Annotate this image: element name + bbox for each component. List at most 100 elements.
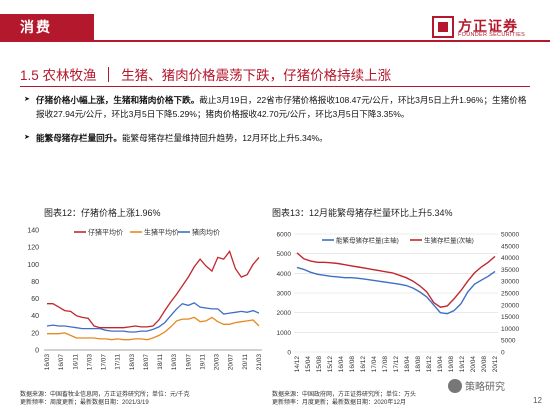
y-tick-label: 40 — [31, 313, 39, 320]
section-name: 农林牧渔 — [42, 68, 97, 83]
x-tick-label: 18/12 — [426, 356, 433, 373]
y-left-tick-label: 5000 — [277, 251, 292, 258]
y-tick-label: 120 — [27, 245, 39, 252]
x-tick-label: 19/03 — [171, 354, 178, 371]
legend-label: 能繁母猪存栏量(主轴) — [336, 236, 399, 245]
series-line-1 — [47, 250, 260, 329]
top-header: 消费 方正证券 FOUNDER SECURITIES — [0, 0, 550, 42]
chart-right: 0 1000 2000 3000 4000 5000 6000 0 5000 10000 15000… — [277, 232, 520, 373]
update-line: 更新频率：月度更新；最新数据日期：2020年12月 — [272, 400, 407, 406]
y-right-tick-label: 40000 — [501, 255, 519, 262]
legend-label: 猪肉均价 — [192, 228, 220, 237]
x-tick-label: 19/12 — [459, 356, 466, 373]
y-left-tick-label: 3000 — [277, 291, 292, 298]
x-tick-label: 17/11 — [115, 354, 122, 370]
bullet-item: ➤ 能繁母猪存栏量回升。能繁母猪存栏量维持回升趋势，12月环比上升5.34%。 — [20, 131, 530, 145]
y-tick-label: 140 — [27, 228, 39, 235]
y-left-tick-label: 4000 — [277, 271, 292, 278]
bullet-bold: 能繁母猪存栏量回升。 — [36, 133, 122, 143]
legend-label: 生猪存栏量(次轴) — [424, 236, 474, 245]
x-tick-label: 20/12 — [492, 356, 499, 373]
y-right-tick-label: 35000 — [501, 267, 519, 274]
x-tick-label: 18/08 — [415, 356, 422, 373]
x-tick-label: 14/12 — [294, 356, 301, 373]
x-tick-label: 19/11 — [199, 354, 206, 370]
y-left-tick-label: 1000 — [277, 330, 292, 337]
x-tick-label: 15/08 — [316, 356, 323, 373]
bullet-arrow-icon: ➤ — [24, 96, 30, 103]
y-tick-label: 100 — [27, 262, 39, 269]
x-tick-label: 16/04 — [338, 356, 345, 373]
x-tick-label: 17/08 — [382, 356, 389, 373]
section-number: 1.5 — [20, 68, 39, 83]
watermark-text: 策略研究 — [465, 382, 505, 393]
y-right-tick-label: 10000 — [501, 326, 519, 333]
section-rule — [20, 86, 530, 87]
watermark: 策略研究 — [448, 378, 505, 393]
series-line-2 — [47, 316, 260, 341]
y-tick-label: 0 — [35, 348, 39, 355]
x-tick-label: 20/11 — [242, 354, 249, 370]
x-tick-label: 16/03 — [44, 354, 51, 371]
y-left-tick-label: 6000 — [277, 232, 292, 239]
page-number: 12 — [533, 396, 542, 405]
chart-right-title: 图表13：12月能繁母猪存栏量环比上升5.34% — [272, 208, 453, 218]
x-tick-label: 19/04 — [437, 356, 444, 373]
y-right-tick-label: 15000 — [501, 314, 519, 321]
x-tick-label: 16/07 — [58, 354, 65, 371]
logo-cn-text: 方正证券 — [458, 18, 518, 34]
y-right-tick-label: 50000 — [501, 232, 519, 239]
bullet-text: 能繁母猪存栏量维持回升趋势，12月环比上升5.34%。 — [121, 133, 328, 143]
y-right-tick-label: 25000 — [501, 291, 519, 298]
source-line: 数据来源：中国政府网，方正证券研究所；单位：万头 — [272, 392, 417, 398]
x-tick-label: 18/07 — [143, 354, 150, 371]
chart-left-title: 图表12：仔猪价格上涨1.96% — [44, 208, 161, 218]
y-left-tick-label: 0 — [287, 350, 291, 357]
series-line-2 — [296, 252, 496, 308]
x-tick-label: 19/07 — [185, 354, 192, 371]
x-tick-label: 17/03 — [86, 354, 93, 371]
chart-left: 0 20 40 60 80 100 120 140 16/03 16/07 16/11 17/03 17… — [27, 228, 263, 371]
legend-label: 仔猪平均价 — [88, 228, 123, 237]
x-tick-label: 17/12 — [393, 356, 400, 373]
y-tick-label: 20 — [31, 330, 39, 337]
y-right-tick-label: 30000 — [501, 279, 519, 286]
x-tick-label: 16/11 — [72, 354, 79, 370]
legend-label: 生猪平均价 — [144, 228, 179, 237]
x-tick-label: 15/12 — [327, 356, 334, 373]
series-line-1 — [296, 266, 496, 315]
title-separator — [108, 67, 110, 82]
logo-en-text: FOUNDER SECURITIES — [458, 32, 526, 38]
watermark-icon — [448, 379, 462, 393]
x-tick-label: 20/04 — [470, 356, 477, 373]
bullet-bold: 仔猪价格小幅上涨，生猪和猪肉价格下跌。 — [36, 95, 200, 105]
y-tick-label: 80 — [31, 279, 39, 286]
header-divider — [0, 40, 550, 42]
x-tick-label: 18/03 — [129, 354, 136, 371]
y-right-tick-label: 45000 — [501, 243, 519, 250]
source-line: 数据来源：中国畜牧业信息网，方正证券研究所；单位：元/千克 — [20, 392, 190, 398]
company-logo: 方正证券 FOUNDER SECURITIES — [432, 16, 546, 40]
x-tick-label: 17/07 — [101, 354, 108, 371]
x-tick-label: 16/12 — [360, 356, 367, 373]
logo-mark-icon — [432, 16, 454, 38]
x-tick-label: 19/08 — [448, 356, 455, 373]
chart-right-source: 数据来源：中国政府网，方正证券研究所；单位：万头 更新频率：月度更新；最新数据日… — [272, 391, 416, 407]
section-tag: 消费 — [0, 14, 94, 40]
bullet-text: 截止3月19日，22省市仔猪价格报收108.47元/公斤，环比3月5日上升1.9… — [36, 95, 527, 119]
x-tick-label: 20/03 — [214, 354, 221, 371]
x-tick-label: 17/04 — [371, 356, 378, 373]
y-right-tick-label: 0 — [501, 350, 505, 357]
x-tick-label: 18/11 — [157, 354, 164, 370]
chart-left-source: 数据来源：中国畜牧业信息网，方正证券研究所；单位：元/千克 更新频率：周度更新；… — [20, 391, 190, 407]
x-tick-label: 15/04 — [305, 356, 312, 373]
x-tick-label: 21/03 — [256, 354, 263, 371]
x-tick-label: 16/08 — [349, 356, 356, 373]
update-line: 更新频率：周度更新；最新数据日期：2021/3/19 — [20, 400, 149, 406]
bullet-arrow-icon: ➤ — [24, 134, 30, 141]
y-right-tick-label: 20000 — [501, 302, 519, 309]
y-tick-label: 60 — [31, 296, 39, 303]
x-tick-label: 20/07 — [228, 354, 235, 371]
bullet-item: ➤ 仔猪价格小幅上涨，生猪和猪肉价格下跌。截止3月19日，22省市仔猪价格报收1… — [20, 93, 530, 121]
x-tick-label: 18/04 — [404, 356, 411, 373]
